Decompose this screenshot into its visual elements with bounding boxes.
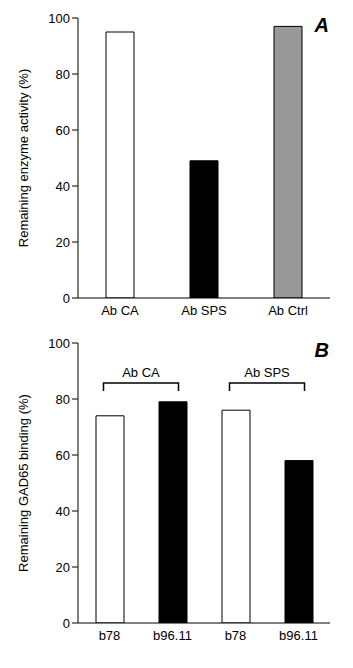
svg-text:b78: b78 [99,628,121,643]
svg-text:80: 80 [56,67,70,82]
svg-text:Ab SPS: Ab SPS [181,303,227,318]
svg-text:Ab SPS: Ab SPS [244,365,290,380]
svg-text:40: 40 [56,504,70,519]
svg-text:b96.11: b96.11 [279,628,318,643]
svg-text:Remaining enzyme activity (%): Remaining enzyme activity (%) [16,69,31,247]
svg-text:b96.11: b96.11 [153,628,192,643]
svg-text:40: 40 [56,179,70,194]
svg-text:80: 80 [56,392,70,407]
svg-text:60: 60 [56,123,70,138]
svg-text:Ab Ctrl: Ab Ctrl [268,303,308,318]
html-text:A: A [314,14,329,36]
svg-text:100: 100 [48,336,70,351]
svg-text:b78: b78 [225,628,247,643]
svg-text:0: 0 [63,291,70,306]
svg-text:20: 20 [56,560,70,575]
svg-text:100: 100 [48,11,70,26]
svg-text:Ab CA: Ab CA [101,303,139,318]
svg-text:0: 0 [63,616,70,631]
svg-text:60: 60 [56,448,70,463]
svg-text:20: 20 [56,235,70,250]
html-text:B: B [314,339,329,361]
svg-text:Remaining GAD65 binding (%): Remaining GAD65 binding (%) [16,394,31,572]
svg-text:Ab CA: Ab CA [122,365,160,380]
